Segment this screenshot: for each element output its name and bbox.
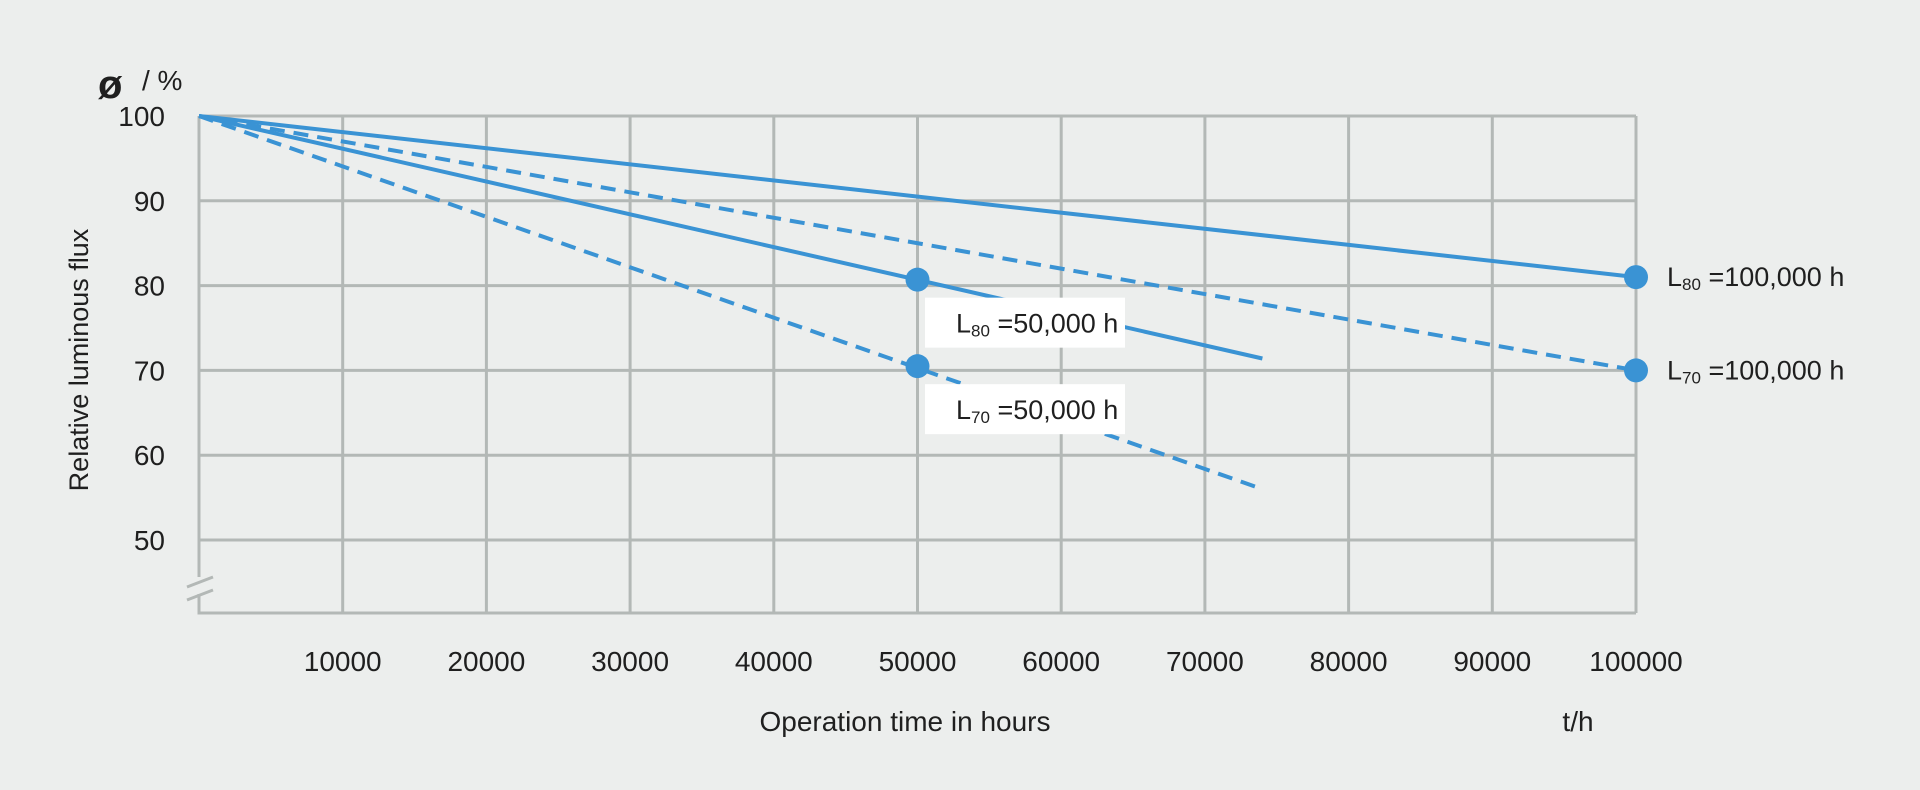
y-tick-label: 90 [134, 186, 165, 217]
x-tick-label: 20000 [447, 646, 525, 677]
x-tick-label: 70000 [1166, 646, 1244, 677]
marker-label-1: L80 =100,000 h [1667, 262, 1844, 294]
x-axis-title: Operation time in hours [759, 706, 1050, 737]
data-marker-2 [1624, 358, 1648, 383]
marker-label-box [925, 384, 1125, 435]
y-tick-label: 70 [134, 355, 165, 386]
x-tick-label: 30000 [591, 646, 669, 677]
series-line-1 [198, 114, 1637, 280]
data-marker-4 [905, 354, 930, 379]
axis-break-mark [186, 575, 214, 589]
x-tick-label: 80000 [1310, 646, 1388, 677]
x-tick-label: 90000 [1453, 646, 1531, 677]
marker-labels: L80 =100,000 h L70 =100,000 h L80 =50,000 … [925, 262, 1844, 435]
y-tick-label: 60 [134, 440, 165, 471]
data-marker-3 [905, 267, 930, 292]
x-tick-label: 60000 [1022, 646, 1100, 677]
y-tick-label: 80 [134, 271, 165, 302]
x-axis-unit: t/h [1562, 706, 1593, 737]
x-tick-label: 50000 [879, 646, 957, 677]
y-tick-label: 100 [118, 101, 165, 132]
axes [186, 116, 1636, 615]
y-axis-title: Relative luminous flux [64, 228, 94, 491]
data-marker-1 [1624, 265, 1648, 290]
x-tick-label: 40000 [735, 646, 813, 677]
axis-text: ø / % Relative luminous flux Operation t… [64, 63, 1683, 737]
axis-break-mark [186, 588, 214, 602]
marker-label-3: L80 =50,000 h [956, 309, 1118, 341]
y-axis-symbol: ø [98, 63, 123, 107]
marker-label-box [925, 297, 1125, 348]
markers [905, 265, 1648, 383]
marker-label-4: L70 =50,000 h [956, 395, 1118, 427]
series-line-2 [198, 114, 1637, 373]
x-tick-label: 10000 [304, 646, 382, 677]
y-axis-unit: / % [142, 65, 182, 96]
y-tick-label: 50 [134, 525, 165, 556]
x-tick-label: 100000 [1589, 646, 1682, 677]
marker-label-2: L70 =100,000 h [1667, 355, 1844, 387]
